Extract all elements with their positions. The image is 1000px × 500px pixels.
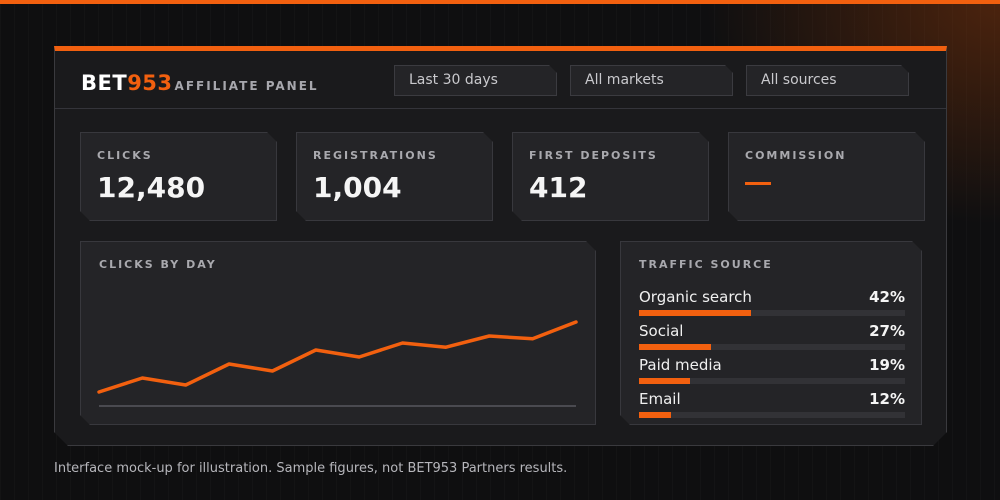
kpi-value: 412 [529,171,588,204]
traffic-label: Email [639,390,681,408]
top-accent-bar [0,0,1000,4]
market-select[interactable]: All markets [570,65,733,96]
traffic-percent: 19% [869,356,905,374]
brand-logo-number: 953 [127,71,173,95]
traffic-bar-fill [639,412,671,418]
panel-header: BET 953 AFFILIATE PANEL Last 30 days All … [55,51,946,109]
brand: BET 953 AFFILIATE PANEL [81,71,319,95]
traffic-label: Paid media [639,356,722,374]
source-select[interactable]: All sources [746,65,909,96]
traffic-title: TRAFFIC SOURCE [639,258,773,271]
traffic-bar-fill [639,344,711,350]
clicks-series-line [99,322,576,392]
chart-title: CLICKS BY DAY [99,258,217,271]
traffic-bar-track [639,378,905,384]
kpi-card-first-deposits: FIRST DEPOSITS 412 [512,132,709,221]
traffic-label: Organic search [639,288,752,306]
traffic-percent: 12% [869,390,905,408]
brand-subtitle: AFFILIATE PANEL [174,79,319,93]
traffic-row-email: Email 12% [639,390,905,422]
traffic-bar-track [639,412,905,418]
traffic-row-paid-media: Paid media 19% [639,356,905,388]
kpi-value-dash: — [745,182,771,185]
traffic-bar-fill [639,378,690,384]
traffic-row-organic-search: Organic search 42% [639,288,905,320]
traffic-bar-track [639,344,905,350]
traffic-source-card: TRAFFIC SOURCE Organic search 42% Social… [620,241,922,425]
traffic-label: Social [639,322,684,340]
kpi-label: CLICKS [97,149,153,162]
kpi-card-commission: COMMISSION — [728,132,925,221]
clicks-by-day-card: CLICKS BY DAY [80,241,596,425]
date-range-select[interactable]: Last 30 days [394,65,557,96]
disclaimer-footnote: Interface mock-up for illustration. Samp… [54,461,568,476]
kpi-label: COMMISSION [745,149,847,162]
affiliate-panel: BET 953 AFFILIATE PANEL Last 30 days All … [54,46,947,446]
traffic-percent: 27% [869,322,905,340]
traffic-percent: 42% [869,288,905,306]
brand-logo: BET 953 [81,71,173,95]
kpi-label: FIRST DEPOSITS [529,149,658,162]
kpi-value: 1,004 [313,171,402,204]
kpi-value: 12,480 [97,171,206,204]
traffic-row-social: Social 27% [639,322,905,354]
traffic-bar-fill [639,310,751,316]
kpi-card-clicks: CLICKS 12,480 [80,132,277,221]
kpi-card-registrations: REGISTRATIONS 1,004 [296,132,493,221]
brand-logo-bet: BET [81,71,128,95]
traffic-bar-track [639,310,905,316]
kpi-label: REGISTRATIONS [313,149,438,162]
clicks-line-chart [81,242,597,426]
